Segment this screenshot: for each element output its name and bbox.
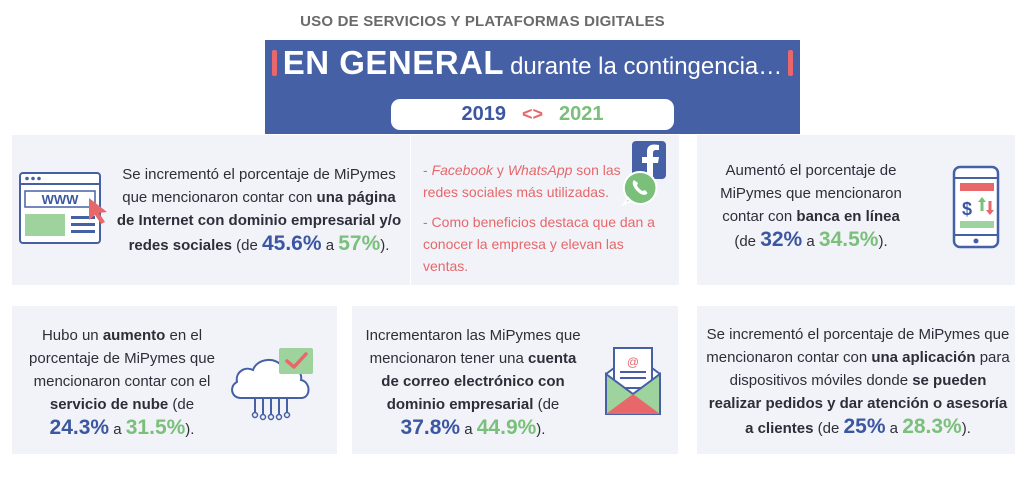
whatsapp-label: WhatsApp	[507, 162, 573, 178]
svg-text:WWW: WWW	[42, 192, 80, 207]
banner-accent-right	[788, 50, 793, 76]
website-value-2019: 45.6%	[261, 232, 322, 255]
card-email: Incrementaron las MiPymes que mencionaro…	[352, 306, 678, 454]
website-value-2021: 57%	[338, 232, 381, 255]
social-line-2: - Como beneficios destaca que dan a cono…	[423, 214, 655, 274]
cloud-text: Hubo un aumento en el porcentaje de MiPy…	[29, 327, 215, 439]
social-line-1: - Facebook y WhatsApp son las redes soci…	[423, 162, 621, 200]
facebook-label: Facebook	[431, 162, 494, 178]
year-end: 2021	[559, 103, 604, 125]
app-text: Se incrementó el porcentaje de MiPymes q…	[706, 326, 1010, 438]
year-arrows: <>	[521, 104, 544, 124]
whatsapp-icon	[622, 170, 658, 206]
card-website: WWW Se incrementó el porcentaje de MiPym…	[12, 135, 410, 285]
headline-bold: EN GENERAL	[282, 44, 505, 81]
banner-accent-left	[272, 50, 277, 76]
headline-rest: durante la contingencia…	[510, 53, 783, 80]
svg-text:@: @	[627, 355, 639, 369]
header-banner: EN GENERAL durante la contingencia… 2019 <…	[265, 40, 800, 134]
page-title: USO DE SERVICIOS Y PLATAFORMAS DIGITALES	[300, 13, 665, 30]
card-online-banking: Aumentó el porcentaje de MiPymes que men…	[697, 135, 1015, 285]
year-start: 2019	[461, 103, 506, 125]
app-value-2021: 28.3%	[902, 415, 962, 438]
mobile-banking-icon: $	[952, 165, 1000, 249]
svg-text:$: $	[962, 199, 972, 219]
year-range-pill: 2019 <> 2021	[391, 99, 674, 130]
card-cloud-service: Hubo un aumento en el porcentaje de MiPy…	[12, 306, 337, 454]
web-browser-www-icon: WWW	[19, 172, 107, 244]
cloud-value-2019: 24.3%	[49, 416, 110, 439]
app-value-2019: 25%	[843, 415, 886, 438]
email-value-2021: 44.9%	[476, 416, 537, 439]
banking-value-2021: 34.5%	[818, 228, 879, 251]
website-text: Se incrementó el porcentaje de MiPymes q…	[116, 166, 402, 255]
card-mobile-app: Se incrementó el porcentaje de MiPymes q…	[697, 306, 1015, 454]
banner-headline: EN GENERAL durante la contingencia…	[265, 44, 800, 82]
cloud-value-2021: 31.5%	[125, 416, 186, 439]
email-value-2019: 37.8%	[400, 416, 461, 439]
card-social-networks: - Facebook y WhatsApp son las redes soci…	[411, 135, 679, 285]
banking-text: Aumentó el porcentaje de MiPymes que men…	[720, 162, 902, 251]
email-text: Incrementaron las MiPymes que mencionaro…	[365, 327, 581, 439]
banking-value-2019: 32%	[760, 228, 803, 251]
facebook-icon	[632, 141, 666, 179]
cloud-service-icon	[231, 348, 313, 421]
email-envelope-icon: @	[605, 347, 661, 415]
